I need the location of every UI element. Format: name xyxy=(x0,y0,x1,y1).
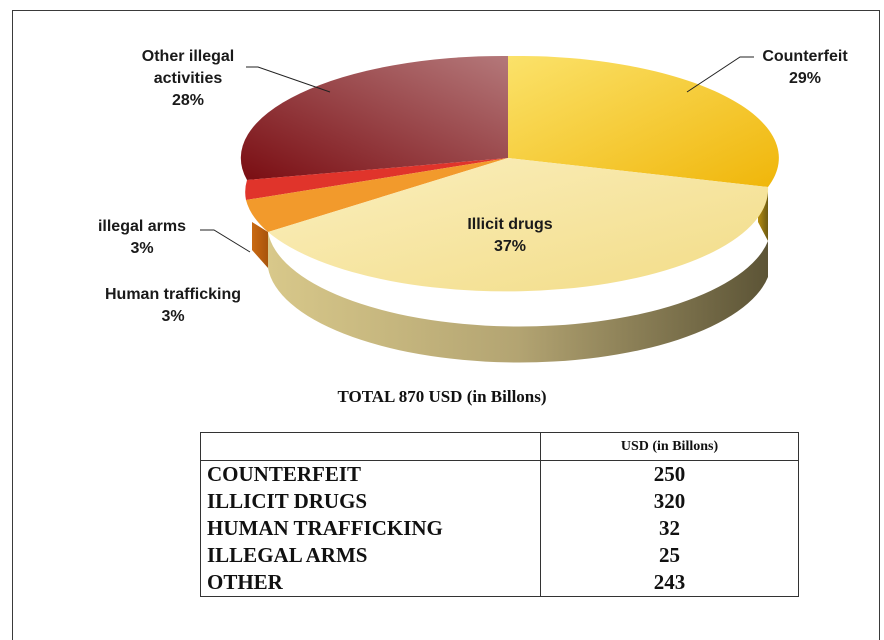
leader-other xyxy=(246,66,331,93)
table-cell-name: COUNTERFEIT xyxy=(200,460,541,488)
label-other: Other illegal activities 28% xyxy=(118,46,258,112)
table-cell-name: HUMAN TRAFFICKING xyxy=(200,515,541,542)
label-arms-pct: 3% xyxy=(130,240,154,257)
usd-table: USD (in Billons) COUNTERFEIT 250 ILLICIT… xyxy=(200,432,799,597)
table-cell-value: 32 xyxy=(540,515,799,542)
table-cell-value: 250 xyxy=(540,460,799,488)
table-row: ILLEGAL ARMS 25 xyxy=(200,542,799,569)
table-cell-name: ILLICIT DRUGS xyxy=(200,488,541,515)
label-other-line2: activities xyxy=(153,70,223,87)
label-counterfeit: Counterfeit 29% xyxy=(740,46,870,90)
table-cell-name: OTHER xyxy=(200,569,541,597)
table-cell-value: 25 xyxy=(540,542,799,569)
table-row: HUMAN TRAFFICKING 32 xyxy=(200,515,799,542)
table-row: COUNTERFEIT 250 xyxy=(200,460,799,488)
label-other-line1: Other illegal xyxy=(141,48,235,65)
table-cell-value: 320 xyxy=(540,488,799,515)
leader-counterfeit xyxy=(686,56,754,93)
leader-arms xyxy=(200,229,251,253)
table-row: ILLICIT DRUGS 320 xyxy=(200,488,799,515)
label-drugs: Illicit drugs 37% xyxy=(440,214,580,258)
label-human-pct: 3% xyxy=(161,308,185,325)
pie-slice-drugs xyxy=(268,158,769,292)
pie-slice-other xyxy=(240,55,508,180)
label-human: Human trafficking 3% xyxy=(78,284,268,328)
label-drugs-pct: 37% xyxy=(493,238,527,255)
table-header-name xyxy=(200,432,541,461)
table-cell-name: ILLEGAL ARMS xyxy=(200,542,541,569)
table-cell-value: 243 xyxy=(540,569,799,597)
label-human-name: Human trafficking xyxy=(104,286,241,303)
pie-side-human xyxy=(252,222,268,268)
table-row: OTHER 243 xyxy=(200,569,799,597)
label-arms: illegal arms 3% xyxy=(72,216,212,260)
label-drugs-name: Illicit drugs xyxy=(467,216,553,233)
pie-slice-counterfeit xyxy=(508,55,779,188)
label-other-pct: 28% xyxy=(171,92,205,109)
figure-frame xyxy=(12,10,880,640)
label-counterfeit-pct: 29% xyxy=(788,70,822,87)
table-header-usd: USD (in Billons) xyxy=(540,432,799,461)
pie-side-drugs xyxy=(268,232,768,363)
pie-slice-arms xyxy=(245,158,508,200)
label-arms-name: illegal arms xyxy=(97,218,187,235)
pie-slice-human xyxy=(246,158,508,232)
label-counterfeit-name: Counterfeit xyxy=(762,48,848,65)
total-text: TOTAL 870 USD (in Billons) xyxy=(337,387,547,406)
table-header-row: USD (in Billons) xyxy=(200,432,799,461)
